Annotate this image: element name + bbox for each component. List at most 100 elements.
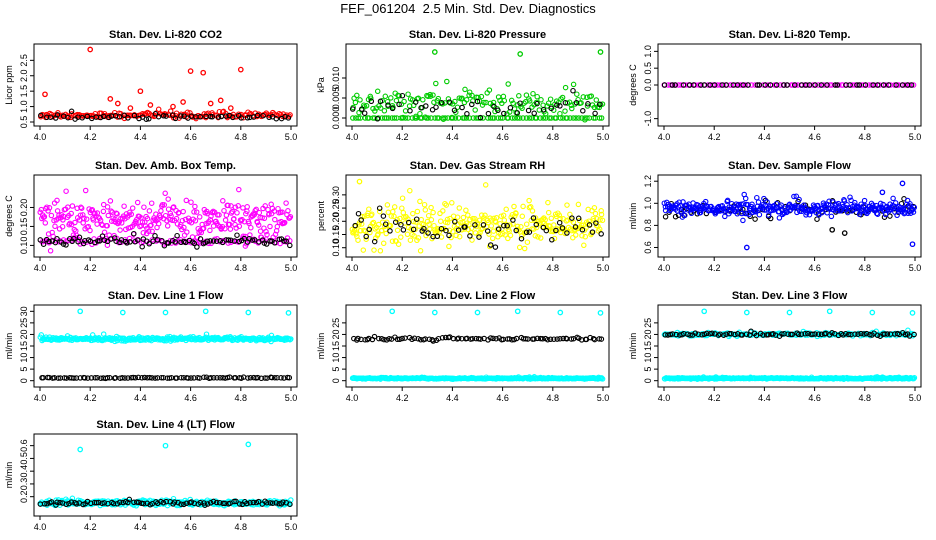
data-point xyxy=(148,222,154,228)
data-point xyxy=(593,220,599,226)
y-tick-label: 0 xyxy=(331,378,341,383)
data-point xyxy=(148,200,155,206)
data-point xyxy=(92,210,98,217)
data-point xyxy=(556,212,563,218)
data-point xyxy=(456,233,463,240)
data-point xyxy=(521,245,528,252)
panel-title: Stan. Dev. Line 1 Flow xyxy=(108,290,224,302)
data-point xyxy=(191,240,198,247)
data-point xyxy=(476,217,483,224)
data-point xyxy=(121,115,128,122)
data-point xyxy=(350,115,356,121)
data-point xyxy=(540,115,547,121)
data-point xyxy=(596,115,603,121)
data-point xyxy=(430,338,436,344)
data-point xyxy=(405,216,411,222)
data-point xyxy=(82,375,88,381)
data-point xyxy=(59,223,66,230)
data-point xyxy=(533,224,540,231)
data-point xyxy=(354,92,360,99)
outlier-point xyxy=(743,244,750,251)
data-point xyxy=(416,223,422,229)
data-point xyxy=(490,335,496,342)
data-point xyxy=(359,106,365,112)
data-point xyxy=(244,500,250,507)
data-point xyxy=(596,226,603,232)
data-point xyxy=(480,222,487,228)
y-tick-label: 5 xyxy=(19,367,29,372)
data-point xyxy=(481,99,487,106)
data-point xyxy=(384,202,391,208)
data-point xyxy=(272,374,278,381)
data-point xyxy=(63,242,69,248)
data-point xyxy=(95,499,102,506)
data-point xyxy=(371,238,378,245)
data-point xyxy=(267,223,273,230)
x-tick-label: 4.0 xyxy=(34,522,47,532)
data-point xyxy=(250,499,257,506)
data-point xyxy=(703,330,710,337)
data-point xyxy=(547,336,554,343)
data-point xyxy=(73,501,80,507)
data-point xyxy=(207,227,213,234)
x-tick-label: 4.6 xyxy=(184,263,197,273)
data-point xyxy=(680,199,686,205)
y-tick-label: 1.0 xyxy=(643,45,653,58)
data-point xyxy=(374,88,381,95)
series-zero-line xyxy=(350,115,605,121)
data-point xyxy=(592,210,599,217)
y-axis-label: ml/min xyxy=(316,333,326,360)
data-point xyxy=(286,374,293,381)
data-point xyxy=(559,94,566,101)
x-tick-label: 5.0 xyxy=(597,263,610,273)
outlier-point xyxy=(170,103,176,110)
data-point xyxy=(535,234,541,240)
data-point xyxy=(78,204,84,211)
data-point xyxy=(55,375,61,381)
data-point xyxy=(662,332,669,338)
data-point xyxy=(884,331,891,337)
y-tick-label: 0.005 xyxy=(331,87,341,110)
y-tick-label: -1.0 xyxy=(643,111,653,127)
data-point xyxy=(48,499,55,505)
data-point xyxy=(369,220,376,227)
data-point xyxy=(155,220,162,227)
y-tick-label: 0.8 xyxy=(643,219,653,232)
data-point xyxy=(585,101,591,107)
data-point xyxy=(699,332,705,338)
data-point xyxy=(908,82,915,88)
data-point xyxy=(122,375,128,381)
data-point xyxy=(439,335,446,341)
outlier-point xyxy=(826,308,833,315)
data-point xyxy=(590,115,597,121)
data-point xyxy=(454,214,461,220)
x-tick-label: 5.0 xyxy=(909,263,922,273)
data-point xyxy=(444,216,451,223)
data-point xyxy=(781,82,787,88)
data-point xyxy=(899,82,906,88)
outlier-point xyxy=(474,309,481,316)
data-point xyxy=(152,233,158,239)
data-point xyxy=(463,207,469,214)
data-point xyxy=(450,115,456,121)
data-points xyxy=(349,178,606,254)
data-point xyxy=(568,336,575,342)
data-point xyxy=(591,205,598,211)
data-point xyxy=(513,227,519,234)
data-point xyxy=(433,104,439,110)
data-point xyxy=(143,230,150,237)
series-foreground xyxy=(352,205,604,250)
data-point xyxy=(285,208,291,214)
data-point xyxy=(94,221,100,227)
data-point xyxy=(100,113,107,120)
data-point xyxy=(134,199,141,206)
data-point xyxy=(359,214,365,220)
data-point xyxy=(204,501,211,507)
data-point xyxy=(907,201,913,207)
data-point xyxy=(135,374,142,381)
data-point xyxy=(353,231,359,237)
y-tick-label: 15 xyxy=(643,341,653,351)
data-point xyxy=(798,331,805,337)
data-point xyxy=(760,202,766,208)
data-point xyxy=(592,110,598,117)
